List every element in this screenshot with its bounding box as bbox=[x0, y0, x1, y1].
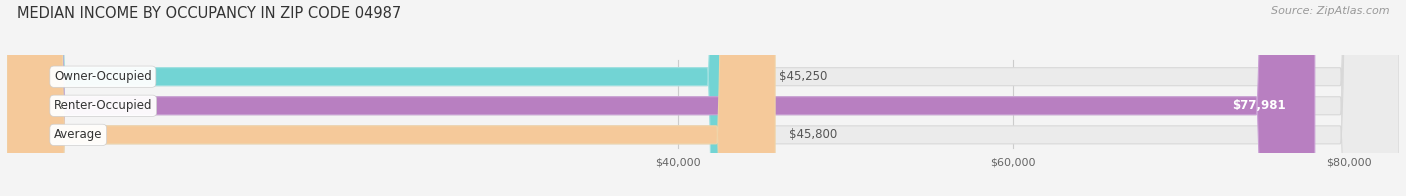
Text: MEDIAN INCOME BY OCCUPANCY IN ZIP CODE 04987: MEDIAN INCOME BY OCCUPANCY IN ZIP CODE 0… bbox=[17, 6, 401, 21]
Text: Renter-Occupied: Renter-Occupied bbox=[53, 99, 152, 112]
Text: $45,800: $45,800 bbox=[789, 128, 837, 141]
FancyBboxPatch shape bbox=[7, 0, 766, 196]
FancyBboxPatch shape bbox=[7, 0, 1399, 196]
Text: Source: ZipAtlas.com: Source: ZipAtlas.com bbox=[1271, 6, 1389, 16]
Text: $45,250: $45,250 bbox=[779, 70, 828, 83]
FancyBboxPatch shape bbox=[7, 0, 1399, 196]
Text: $77,981: $77,981 bbox=[1232, 99, 1285, 112]
FancyBboxPatch shape bbox=[7, 0, 1399, 196]
FancyBboxPatch shape bbox=[7, 0, 775, 196]
Text: Owner-Occupied: Owner-Occupied bbox=[53, 70, 152, 83]
Text: Average: Average bbox=[53, 128, 103, 141]
FancyBboxPatch shape bbox=[7, 0, 1315, 196]
